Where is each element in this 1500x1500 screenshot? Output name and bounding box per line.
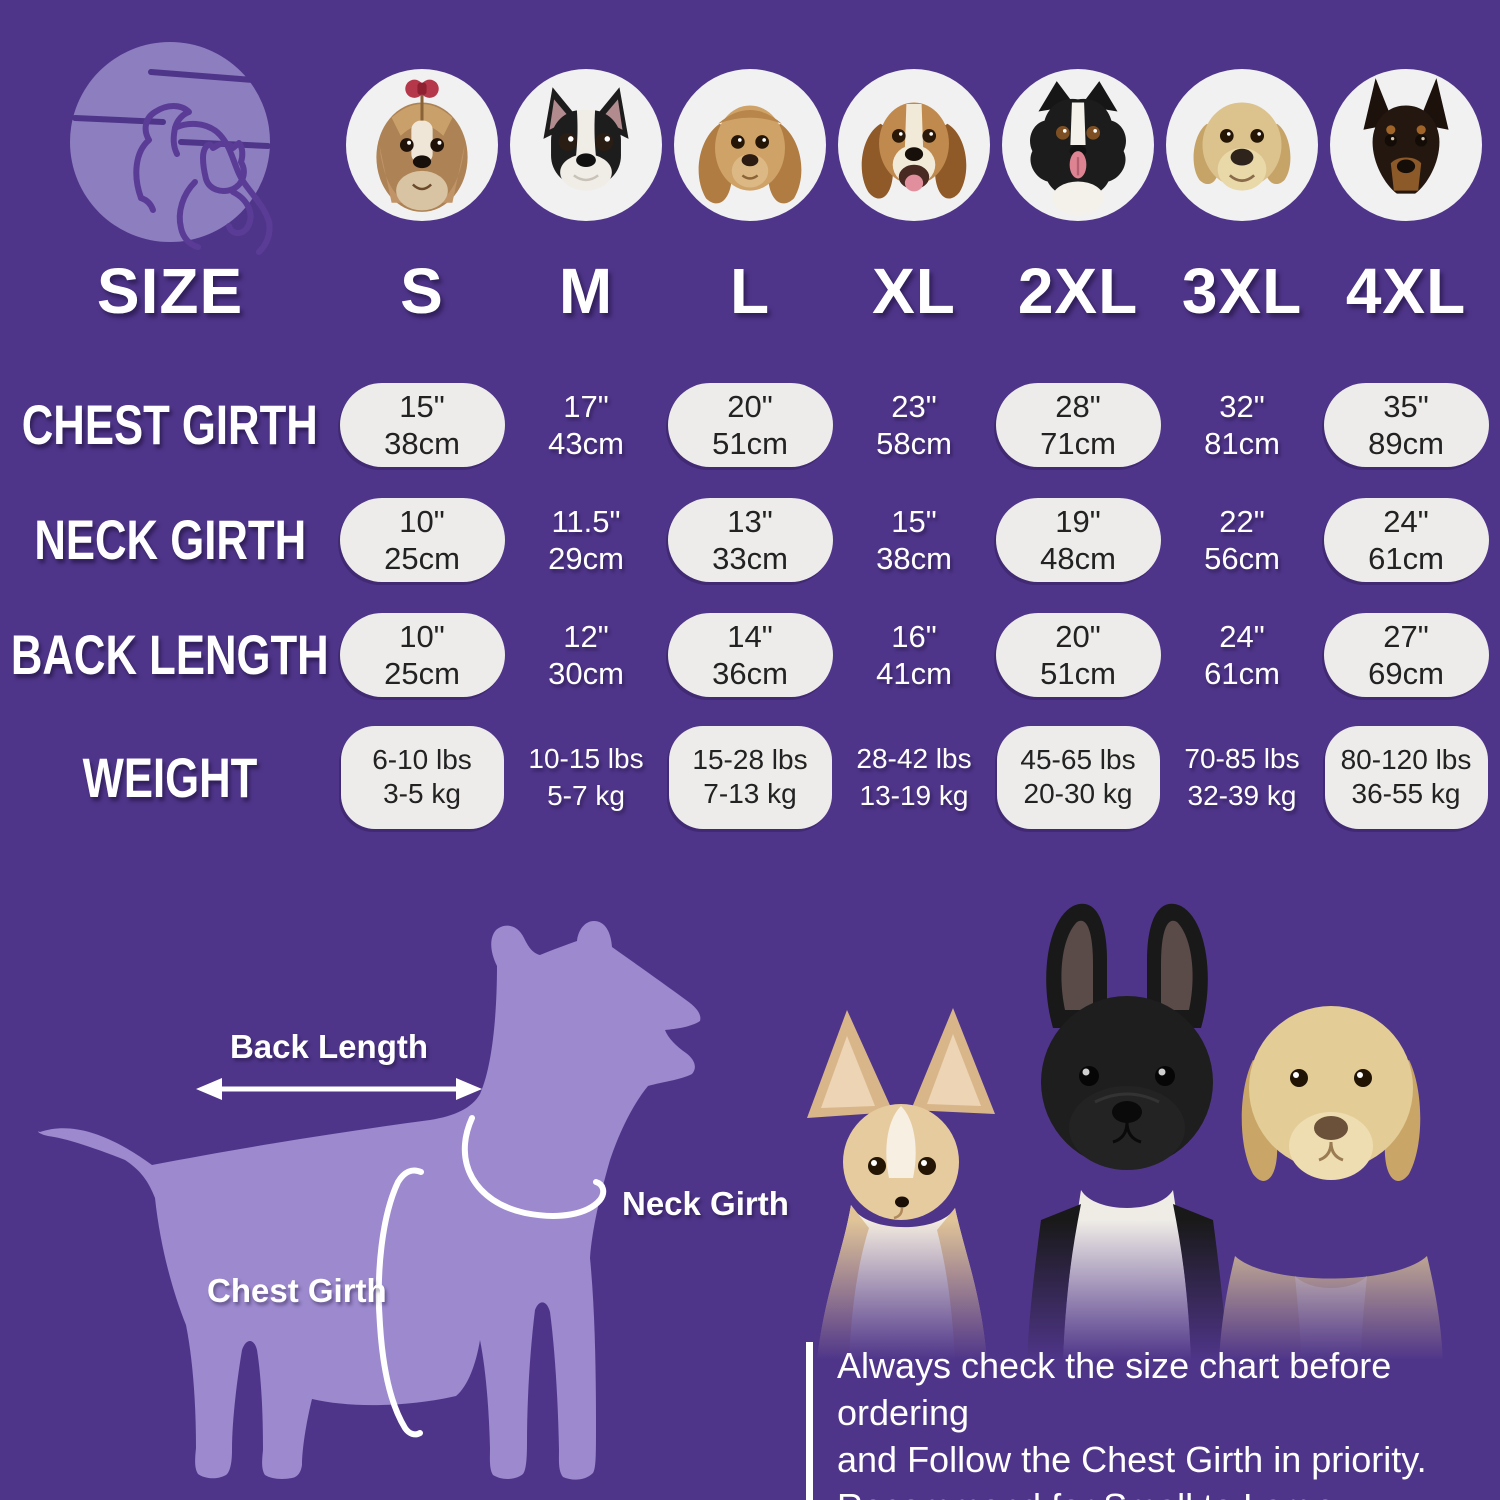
size-chart: SIZE S M L XL 2XL 3XL 4XL CHEST GIRTH 15… bbox=[0, 30, 1500, 842]
neck-girth-row: NECK GIRTH 10" 25cm 11.5" 29cm 13" 33cm 15"… bbox=[0, 482, 1500, 597]
back-length-arrow bbox=[196, 1078, 482, 1100]
neck-girth-l: 13" 33cm bbox=[667, 497, 833, 582]
size-label-s: S bbox=[400, 255, 444, 327]
size-column-header: SIZE bbox=[96, 255, 244, 327]
weight-4xl: 80-120 lbs 36-55 kg bbox=[1324, 725, 1488, 829]
breed-photo-row bbox=[0, 30, 1500, 255]
back-length-row-label: BACK LENGTH bbox=[11, 623, 329, 686]
back-length-2xl: 20" 51cm bbox=[995, 612, 1161, 697]
dog-head-outline bbox=[132, 103, 272, 255]
weight-3xl: 70-85 lbs 32-39 kg bbox=[1184, 743, 1300, 811]
back-length-3xl: 24" 61cm bbox=[1204, 618, 1280, 691]
dog-photo-beagle-icon bbox=[838, 69, 990, 221]
note-line-2: and Follow the Chest Girth in priority. bbox=[837, 1439, 1427, 1480]
cat-outline bbox=[176, 140, 253, 250]
weight-m: 10-15 lbs 5-7 kg bbox=[528, 743, 644, 811]
back-length-label: Back Length bbox=[229, 1028, 429, 1065]
three-dogs-icon bbox=[755, 903, 1495, 1360]
dog-photo-shih-tzu-icon bbox=[346, 69, 498, 221]
chest-girth-3xl: 32" 81cm bbox=[1204, 388, 1280, 461]
ordering-note: Always check the size chart before order… bbox=[806, 1342, 1466, 1500]
weight-l: 15-28 lbs 7-13 kg bbox=[668, 725, 832, 829]
dog-silhouette bbox=[38, 921, 701, 1480]
weight-row: WEIGHT 6-10 lbs 3-5 kg 10-15 lbs 5-7 kg 15… bbox=[0, 712, 1500, 842]
back-length-xl: 16" 41cm bbox=[876, 618, 952, 691]
dog-photo-boston-terrier-icon bbox=[510, 69, 662, 221]
brand-logo bbox=[63, 30, 278, 260]
dog-photo-doberman-icon bbox=[1330, 69, 1482, 221]
three-dogs-photo bbox=[755, 860, 1495, 1360]
weight-row-label: WEIGHT bbox=[82, 745, 258, 809]
photo-fade-overlay bbox=[755, 1220, 1495, 1360]
dog-photo-labrador-icon bbox=[1166, 69, 1318, 221]
neck-girth-4xl: 24" 61cm bbox=[1323, 497, 1489, 582]
size-label-xl: XL bbox=[872, 255, 956, 327]
chest-girth-xl: 23" 58cm bbox=[876, 388, 952, 461]
dog-silhouette-diagram-icon bbox=[38, 921, 701, 1480]
weight-xl: 28-42 lbs 13-19 kg bbox=[856, 743, 972, 811]
neck-girth-m: 11.5" 29cm bbox=[548, 503, 624, 576]
neck-girth-arc bbox=[461, 1115, 607, 1219]
chest-girth-4xl: 35" 89cm bbox=[1323, 382, 1489, 467]
chest-girth-row: CHEST GIRTH 15" 38cm 17" 43cm 20" 51cm 23" 5… bbox=[0, 367, 1500, 482]
back-length-s: 10" 25cm bbox=[339, 612, 505, 697]
measurement-diagram: Back Length Neck Girth Chest Girth bbox=[0, 880, 790, 1500]
chest-girth-l: 20" 51cm bbox=[667, 382, 833, 467]
size-label-4xl: 4XL bbox=[1345, 255, 1467, 327]
note-line-3: Recommend for Small to Large Breeds. bbox=[837, 1483, 1466, 1500]
back-length-4xl: 27" 69cm bbox=[1323, 612, 1489, 697]
chest-girth-arc bbox=[375, 1167, 424, 1438]
neck-girth-row-label: NECK GIRTH bbox=[34, 508, 306, 571]
neck-girth-s: 10" 25cm bbox=[339, 497, 505, 582]
neck-girth-xl: 15" 38cm bbox=[876, 503, 952, 576]
size-label-3xl: 3XL bbox=[1181, 255, 1303, 327]
size-label-m: M bbox=[558, 255, 614, 327]
size-label-l: L bbox=[729, 255, 771, 327]
size-label-2xl: 2XL bbox=[1017, 255, 1139, 327]
dog-and-cat-logo-icon bbox=[69, 42, 272, 255]
chest-girth-row-label: CHEST GIRTH bbox=[21, 393, 319, 456]
neck-girth-2xl: 19" 48cm bbox=[995, 497, 1161, 582]
weight-s: 6-10 lbs 3-5 kg bbox=[340, 725, 504, 829]
chest-girth-2xl: 28" 71cm bbox=[995, 382, 1161, 467]
dog-photo-cocker-spaniel-icon bbox=[674, 69, 826, 221]
chest-girth-label: Chest Girth bbox=[207, 1272, 387, 1309]
note-line-1: Always check the size chart before order… bbox=[837, 1345, 1392, 1433]
dog-photo-border-collie-icon bbox=[1002, 69, 1154, 221]
chest-girth-m: 17" 43cm bbox=[548, 388, 624, 461]
neck-girth-label: Neck Girth bbox=[622, 1185, 789, 1222]
neck-girth-3xl: 22" 56cm bbox=[1204, 503, 1280, 576]
back-length-m: 12" 30cm bbox=[548, 618, 624, 691]
weight-2xl: 45-65 lbs 20-30 kg bbox=[996, 725, 1160, 829]
back-length-l: 14" 36cm bbox=[667, 612, 833, 697]
chest-girth-s: 15" 38cm bbox=[339, 382, 505, 467]
size-header-row: SIZE S M L XL 2XL 3XL 4XL bbox=[0, 245, 1500, 337]
back-length-row: BACK LENGTH 10" 25cm 12" 30cm 14" 36cm 16" 4… bbox=[0, 597, 1500, 712]
